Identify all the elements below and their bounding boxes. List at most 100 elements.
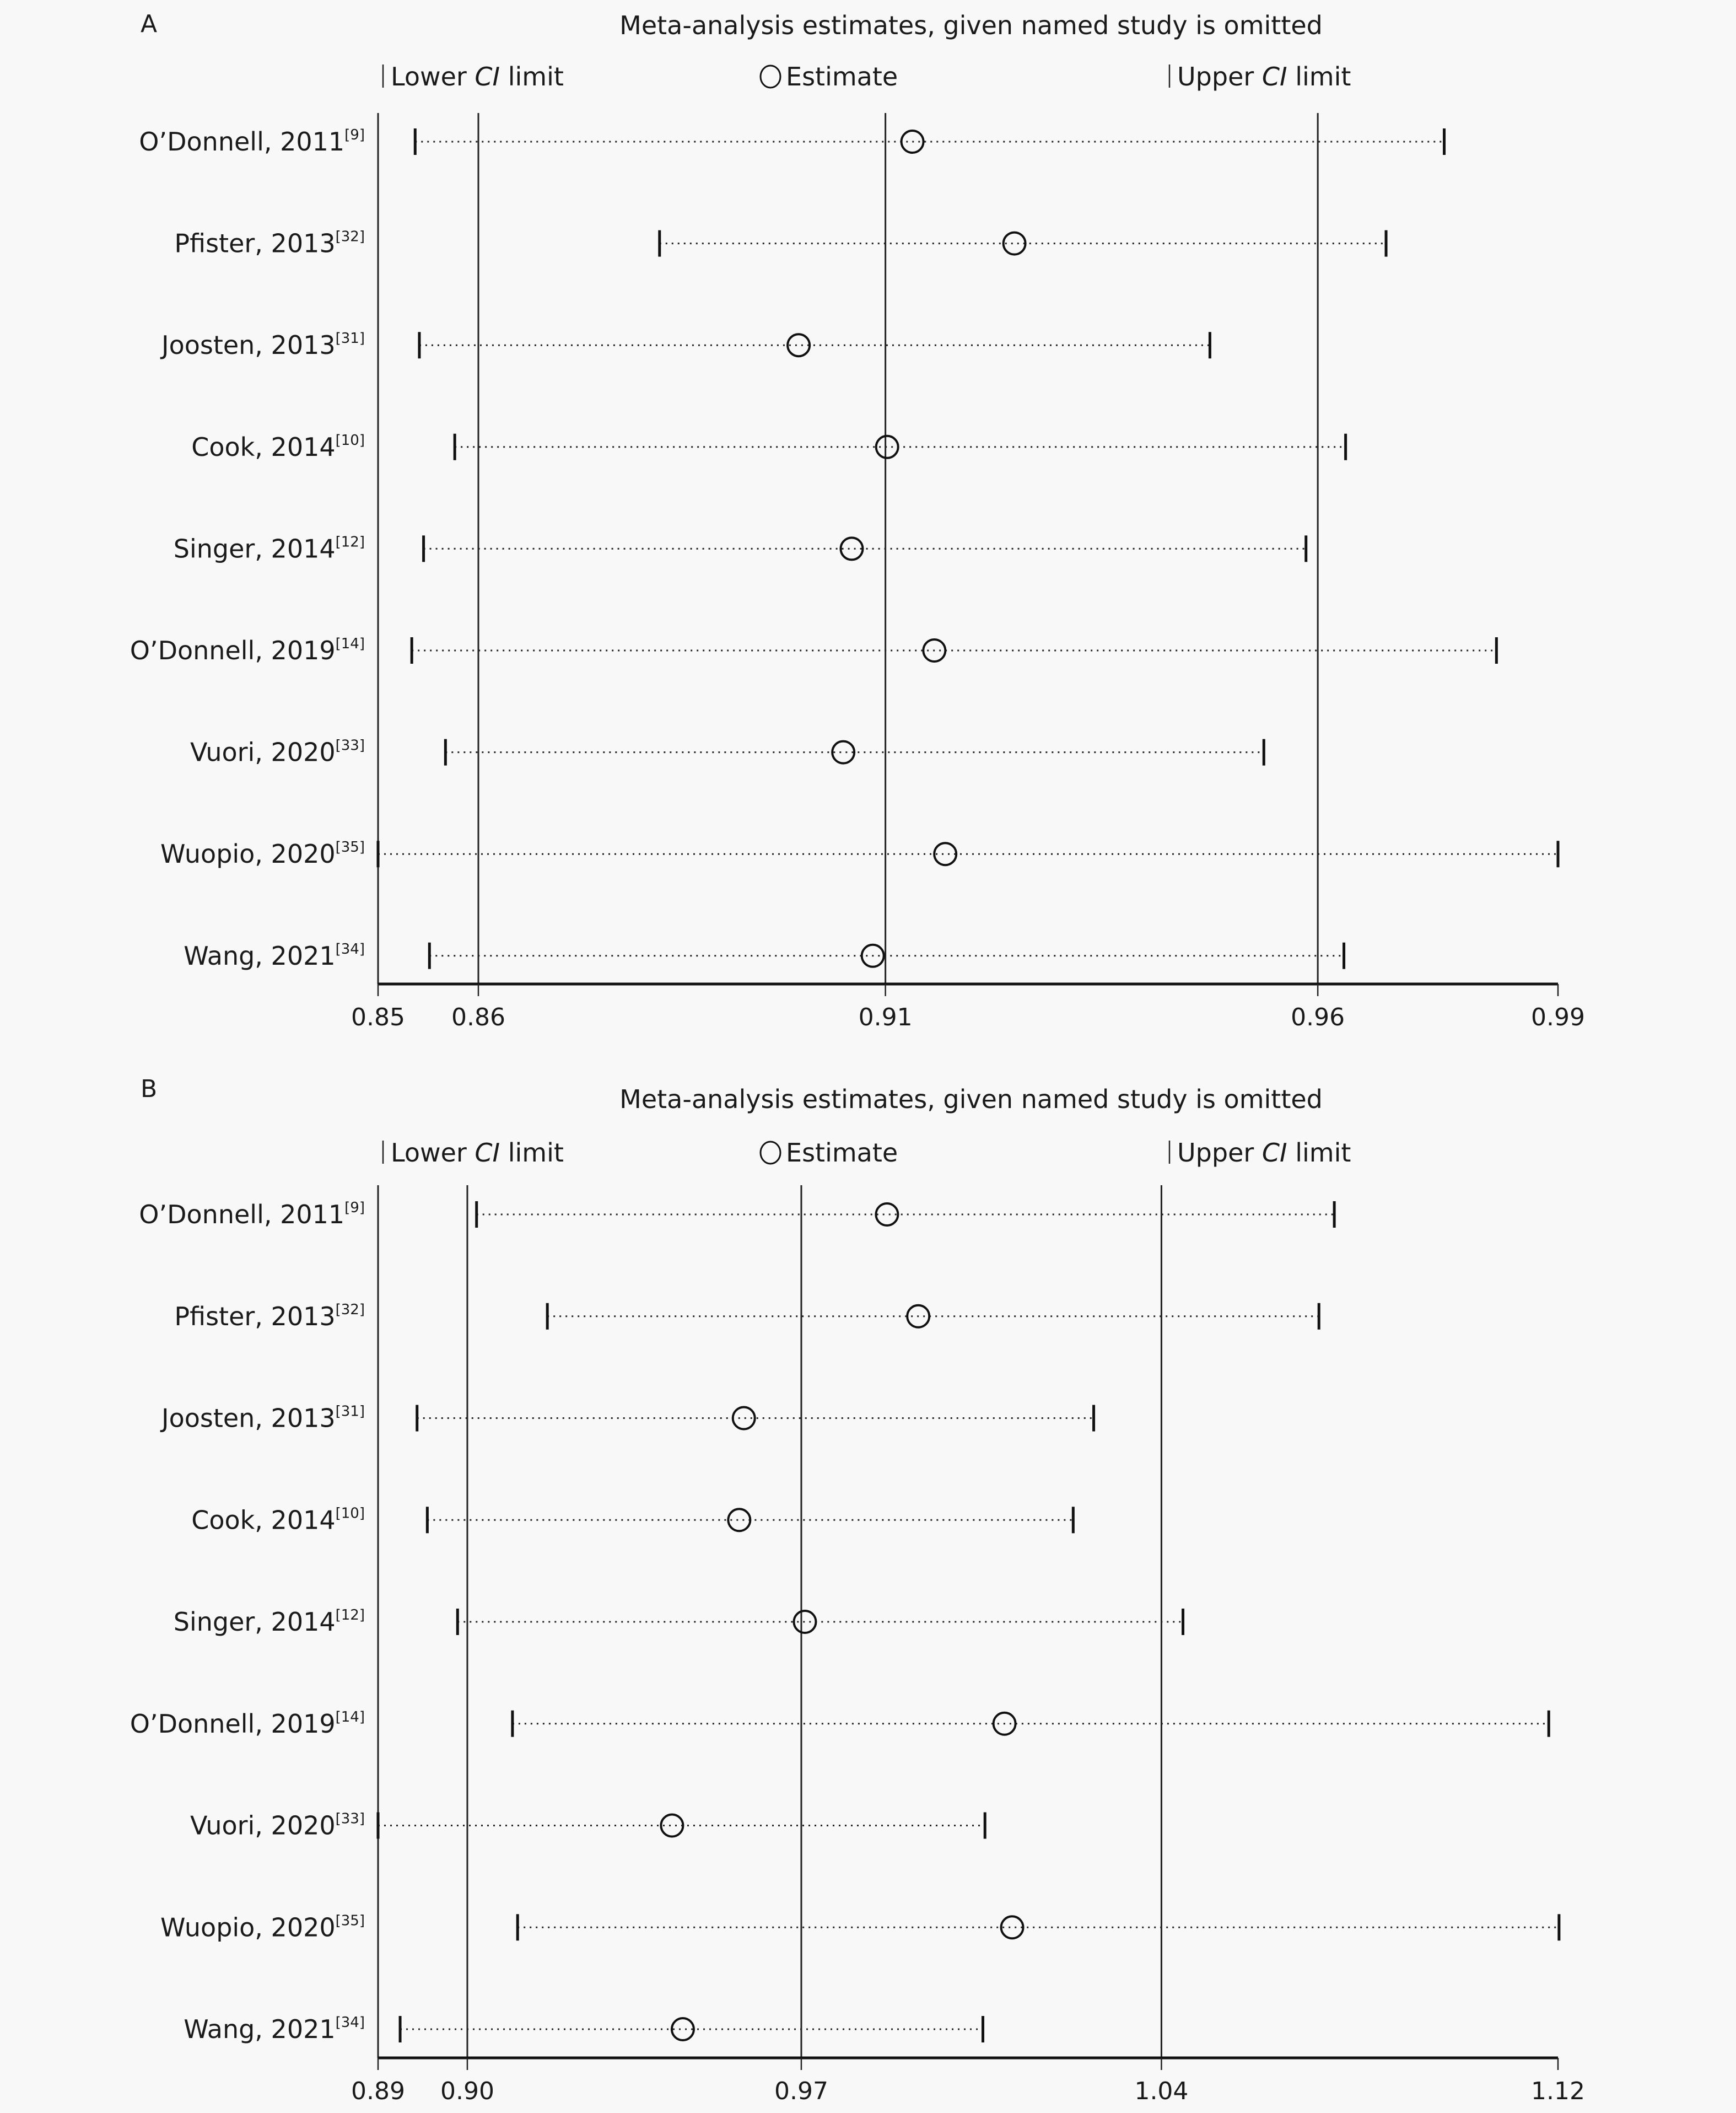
study-reference: [31] xyxy=(336,1404,365,1420)
study-row: Cook, 2014[10] xyxy=(191,432,1347,462)
study-reference: [31] xyxy=(336,330,365,347)
legend-estimate-label: Estimate xyxy=(786,1138,898,1168)
study-row: Joosten, 2013[31] xyxy=(160,1404,1096,1433)
study-reference: [35] xyxy=(336,1912,365,1929)
chart-title: Meta-analysis estimates, given named stu… xyxy=(619,1084,1323,1114)
study-name: Pfister, 2013 xyxy=(174,1302,335,1331)
legend-lower-ci-label: Lower CI limit xyxy=(391,62,564,92)
study-row: Wang, 2021[34] xyxy=(184,2014,984,2044)
study-reference: [9] xyxy=(344,1200,365,1216)
study-reference: [10] xyxy=(336,1505,365,1521)
legend-text-part: limit xyxy=(1287,62,1351,92)
study-label: O’Donnell, 2011[9] xyxy=(139,127,365,157)
study-row: Singer, 2014[12] xyxy=(174,1607,1185,1637)
study-label: Joosten, 2013[31] xyxy=(160,330,365,360)
study-row: O’Donnell, 2019[14] xyxy=(130,1709,1550,1739)
x-tick-label: 0.85 xyxy=(351,1003,405,1031)
estimate-marker xyxy=(900,130,925,154)
study-label: Singer, 2014[12] xyxy=(174,534,365,563)
study-label: Wang, 2021[34] xyxy=(184,941,365,971)
study-reference: [34] xyxy=(336,2014,365,2031)
study-name: Vuori, 2020 xyxy=(190,738,336,767)
legend: Lower CI limit Estimate Upper CI limit xyxy=(382,1138,1351,1168)
study-reference: [32] xyxy=(336,229,365,245)
study-name: Wang, 2021 xyxy=(184,2014,335,2044)
study-label: O’Donnell, 2019[14] xyxy=(130,1709,365,1739)
x-tick-label: 0.91 xyxy=(859,1003,913,1031)
study-name: Vuori, 2020 xyxy=(190,1811,336,1841)
study-reference: [9] xyxy=(344,127,365,143)
estimate-marker xyxy=(731,1406,756,1431)
legend-text-part: limit xyxy=(1287,1138,1351,1168)
estimate-marker xyxy=(1000,1915,1025,1940)
study-row: Cook, 2014[10] xyxy=(191,1505,1075,1535)
legend-estimate-label: Estimate xyxy=(786,62,898,92)
study-reference: [12] xyxy=(336,534,365,550)
study-label: Joosten, 2013[31] xyxy=(160,1404,365,1433)
study-row: Vuori, 2020[33] xyxy=(190,738,1265,767)
study-reference: [14] xyxy=(336,636,365,652)
legend-text-part: Upper xyxy=(1177,1138,1262,1168)
study-row: Singer, 2014[12] xyxy=(174,534,1308,563)
study-row: Wuopio, 2020[35] xyxy=(160,1912,1561,1942)
study-row: Vuori, 2020[33] xyxy=(190,1811,986,1841)
study-row: O’Donnell, 2011[9] xyxy=(139,1200,1336,1229)
estimate-marker xyxy=(875,1202,899,1227)
estimate-marker xyxy=(670,2017,695,2041)
estimate-marker xyxy=(839,536,864,561)
study-row: Joosten, 2013[31] xyxy=(160,330,1211,360)
study-reference: [34] xyxy=(336,941,365,958)
legend-ci-italic: CI xyxy=(1262,1138,1287,1168)
legend-upper-ci-label: Upper CI limit xyxy=(1177,1138,1351,1168)
study-row: O’Donnell, 2011[9] xyxy=(139,127,1446,157)
study-name: Singer, 2014 xyxy=(174,534,336,563)
estimate-marker xyxy=(727,1508,752,1533)
study-label: Vuori, 2020[33] xyxy=(190,738,365,767)
study-label: Pfister, 2013[32] xyxy=(174,229,365,259)
estimate-marker xyxy=(906,1304,931,1329)
chart-title: Meta-analysis estimates, given named stu… xyxy=(619,10,1323,40)
x-tick-label: 0.90 xyxy=(440,2077,494,2105)
estimate-marker xyxy=(860,943,885,968)
estimate-marker xyxy=(875,434,899,459)
x-tick-label: 0.86 xyxy=(451,1003,505,1031)
estimate-legend-icon xyxy=(759,1141,781,1165)
legend-lower-ci-label: Lower CI limit xyxy=(391,1138,564,1168)
legend-ci-italic: CI xyxy=(1262,62,1287,92)
estimate-marker xyxy=(922,638,947,663)
study-label: O’Donnell, 2011[9] xyxy=(139,1200,365,1229)
study-reference: [32] xyxy=(336,1302,365,1318)
estimate-marker xyxy=(933,842,958,867)
study-name: Wuopio, 2020 xyxy=(160,1912,336,1942)
study-reference: [10] xyxy=(336,432,365,449)
study-label: Cook, 2014[10] xyxy=(191,1505,365,1535)
x-tick-label: 0.97 xyxy=(774,2077,828,2105)
estimate-marker xyxy=(831,740,856,765)
study-row: Pfister, 2013[32] xyxy=(174,1302,1320,1331)
study-name: Pfister, 2013 xyxy=(174,229,335,259)
panel-letter: B xyxy=(141,1075,157,1103)
study-name: Cook, 2014 xyxy=(191,1505,335,1535)
estimate-marker xyxy=(660,1813,684,1838)
study-name: O’Donnell, 2019 xyxy=(130,1709,336,1739)
panel-letter: A xyxy=(141,10,157,38)
legend-text-part: Upper xyxy=(1177,62,1262,92)
legend-ci-italic: CI xyxy=(475,1138,500,1168)
legend: Lower CI limit Estimate Upper CI limit xyxy=(382,62,1351,92)
study-name: Singer, 2014 xyxy=(174,1607,336,1637)
study-name: Wuopio, 2020 xyxy=(160,839,336,869)
study-label: Wang, 2021[34] xyxy=(184,2014,365,2044)
legend-text-part: limit xyxy=(500,62,564,92)
x-tick-label: 0.96 xyxy=(1291,1003,1345,1031)
study-name: Joosten, 2013 xyxy=(160,1404,336,1433)
estimate-marker xyxy=(992,1711,1017,1736)
estimate-legend-icon xyxy=(759,64,781,89)
study-label: Vuori, 2020[33] xyxy=(190,1811,365,1841)
estimate-marker xyxy=(786,333,811,358)
study-row: Pfister, 2013[32] xyxy=(174,229,1388,259)
estimate-marker xyxy=(792,1610,817,1634)
study-label: Wuopio, 2020[35] xyxy=(160,1912,365,1942)
study-name: Wang, 2021 xyxy=(184,941,335,971)
legend-text-part: Lower xyxy=(391,1138,475,1168)
